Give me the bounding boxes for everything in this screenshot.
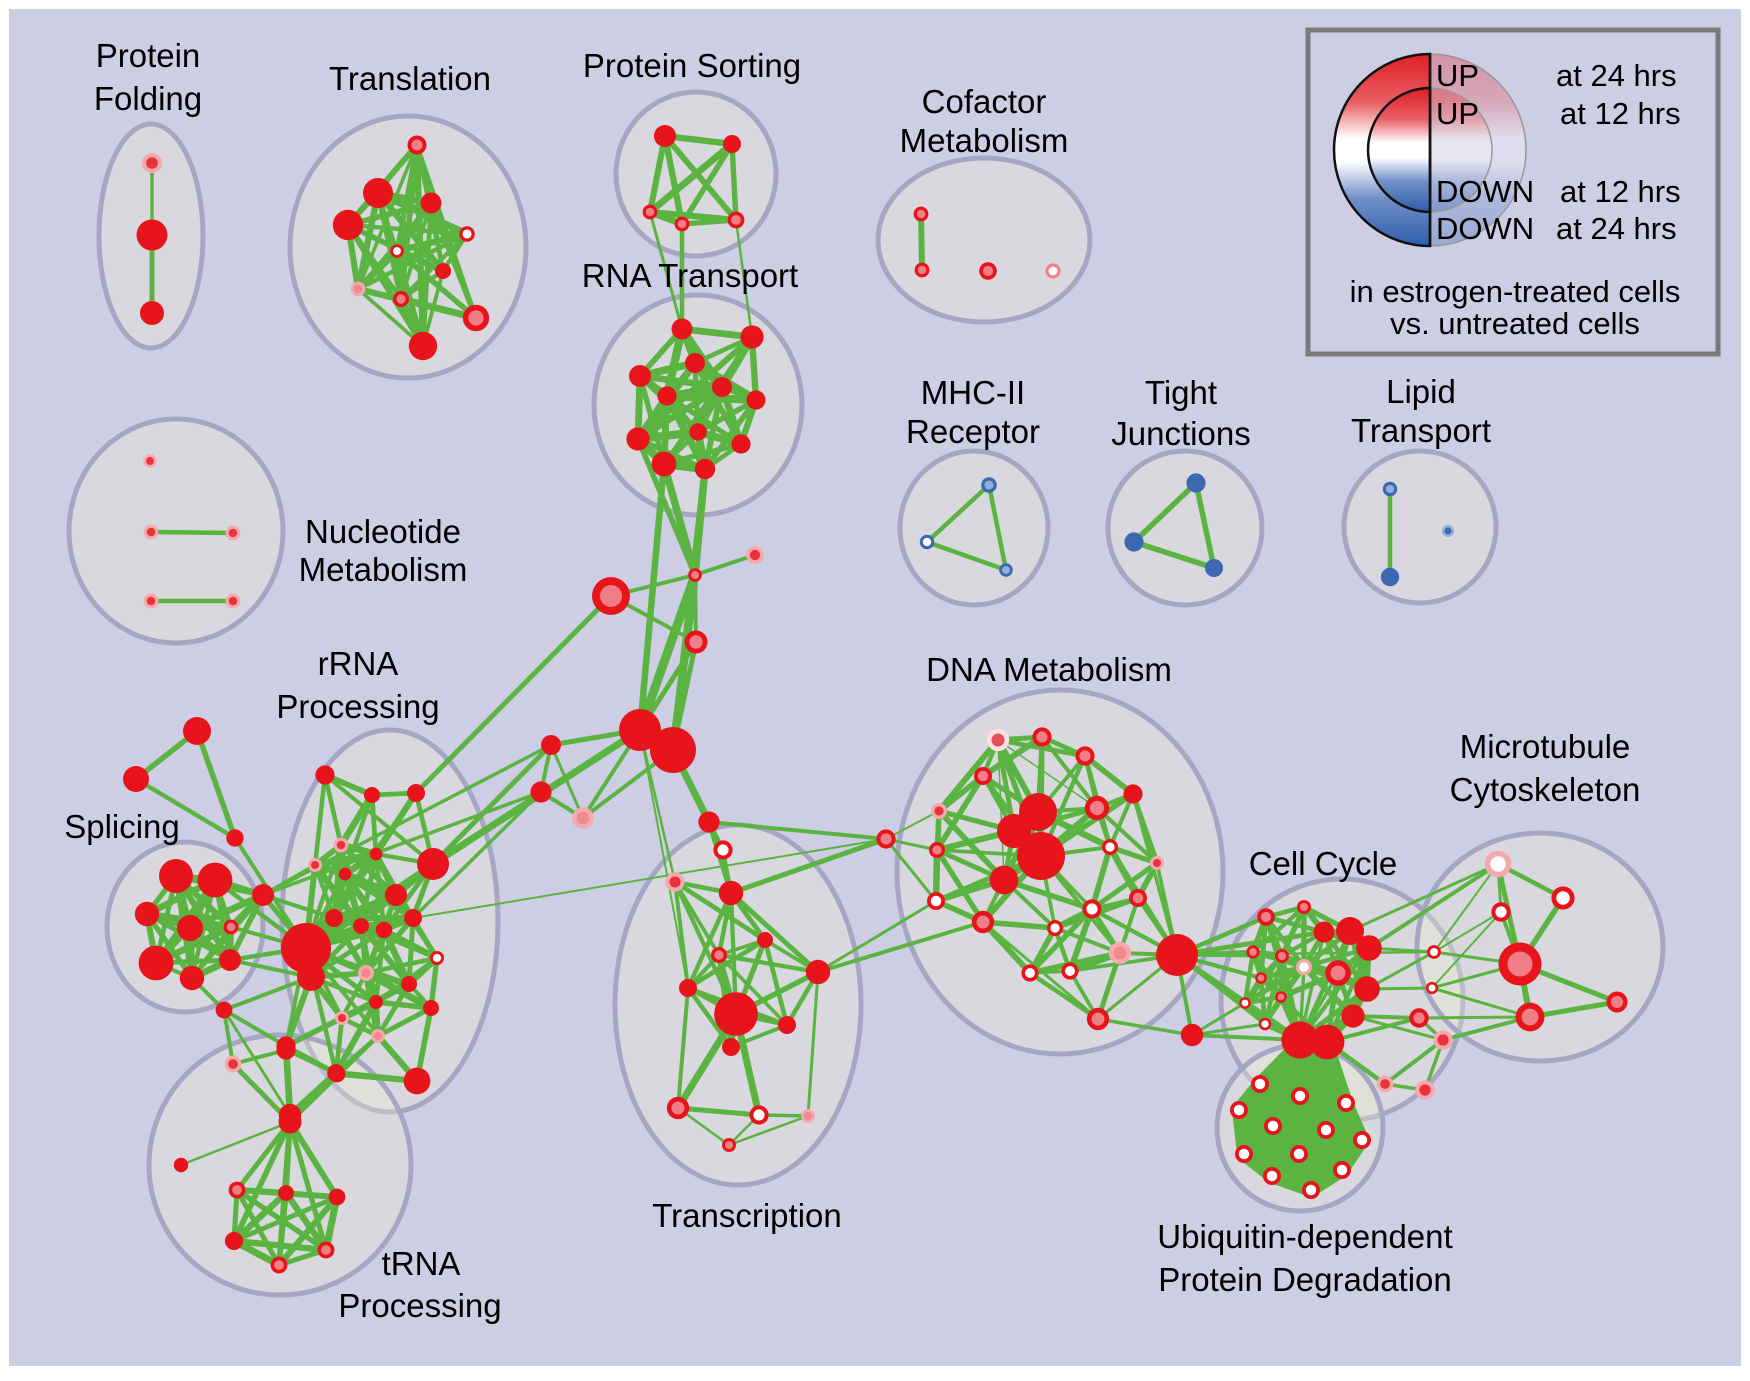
svg-text:Metabolism: Metabolism: [900, 122, 1069, 159]
svg-text:Folding: Folding: [94, 80, 202, 117]
svg-text:Cofactor: Cofactor: [922, 83, 1047, 120]
svg-text:Cell Cycle: Cell Cycle: [1249, 845, 1398, 882]
svg-text:Ubiquitin-dependent: Ubiquitin-dependent: [1157, 1218, 1452, 1255]
svg-text:vs. untreated cells: vs. untreated cells: [1390, 306, 1640, 341]
svg-text:Nucleotide: Nucleotide: [305, 513, 461, 550]
svg-text:Translation: Translation: [329, 60, 491, 97]
svg-text:Cytoskeleton: Cytoskeleton: [1450, 771, 1641, 808]
svg-text:DOWN: DOWN: [1436, 174, 1534, 209]
svg-text:Junctions: Junctions: [1111, 415, 1250, 452]
svg-text:at 24 hrs: at 24 hrs: [1556, 211, 1677, 246]
svg-text:DOWN: DOWN: [1436, 211, 1534, 246]
svg-text:at 24 hrs: at 24 hrs: [1556, 58, 1677, 93]
svg-text:at 12 hrs: at 12 hrs: [1560, 174, 1681, 209]
svg-text:in estrogen-treated cells: in estrogen-treated cells: [1350, 274, 1681, 309]
svg-text:Splicing: Splicing: [64, 808, 180, 845]
svg-text:Tight: Tight: [1145, 374, 1217, 411]
svg-text:Metabolism: Metabolism: [299, 551, 468, 588]
svg-text:Protein: Protein: [96, 37, 201, 74]
svg-text:MHC-II: MHC-II: [921, 374, 1025, 411]
svg-text:Lipid: Lipid: [1386, 373, 1456, 410]
svg-text:Transcription: Transcription: [652, 1197, 842, 1234]
svg-text:Processing: Processing: [338, 1287, 501, 1324]
svg-text:UP: UP: [1436, 96, 1479, 131]
svg-text:Microtubule: Microtubule: [1460, 728, 1631, 765]
svg-text:rRNA: rRNA: [318, 645, 399, 682]
svg-text:DNA Metabolism: DNA Metabolism: [926, 651, 1172, 688]
svg-text:Transport: Transport: [1351, 412, 1491, 449]
svg-text:Receptor: Receptor: [906, 413, 1040, 450]
svg-text:UP: UP: [1436, 58, 1479, 93]
svg-text:tRNA: tRNA: [382, 1245, 461, 1282]
svg-text:Protein Sorting: Protein Sorting: [583, 47, 801, 84]
svg-text:Protein Degradation: Protein Degradation: [1158, 1261, 1452, 1298]
svg-text:Processing: Processing: [276, 688, 439, 725]
svg-text:RNA Transport: RNA Transport: [582, 257, 798, 294]
svg-text:at 12 hrs: at 12 hrs: [1560, 96, 1681, 131]
